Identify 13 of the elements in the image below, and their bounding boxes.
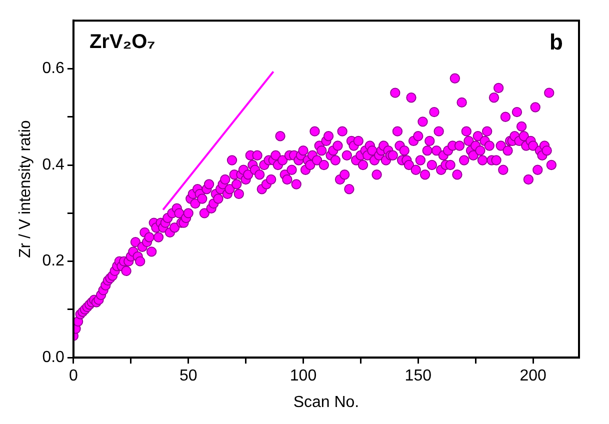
x-tick-label: 200 [520,368,546,385]
y-tick-label: 0.6 [42,60,65,78]
y-tick-label: 0.4 [42,156,65,174]
x-tick-label: 50 [179,368,198,385]
x-axis-title: Scan No. [293,394,360,411]
annotation: b [550,30,563,55]
text: ZrV₂O₇ [89,31,156,54]
x-tick-label: 150 [404,368,432,385]
x-tick-label: 100 [290,368,317,385]
y-tick-label: 0.0 [42,349,65,366]
y-axis-title: Zr / V intensity ratio [17,120,34,258]
x-tick-label: 0 [68,368,78,385]
y-tick-label: 0.2 [42,252,65,270]
